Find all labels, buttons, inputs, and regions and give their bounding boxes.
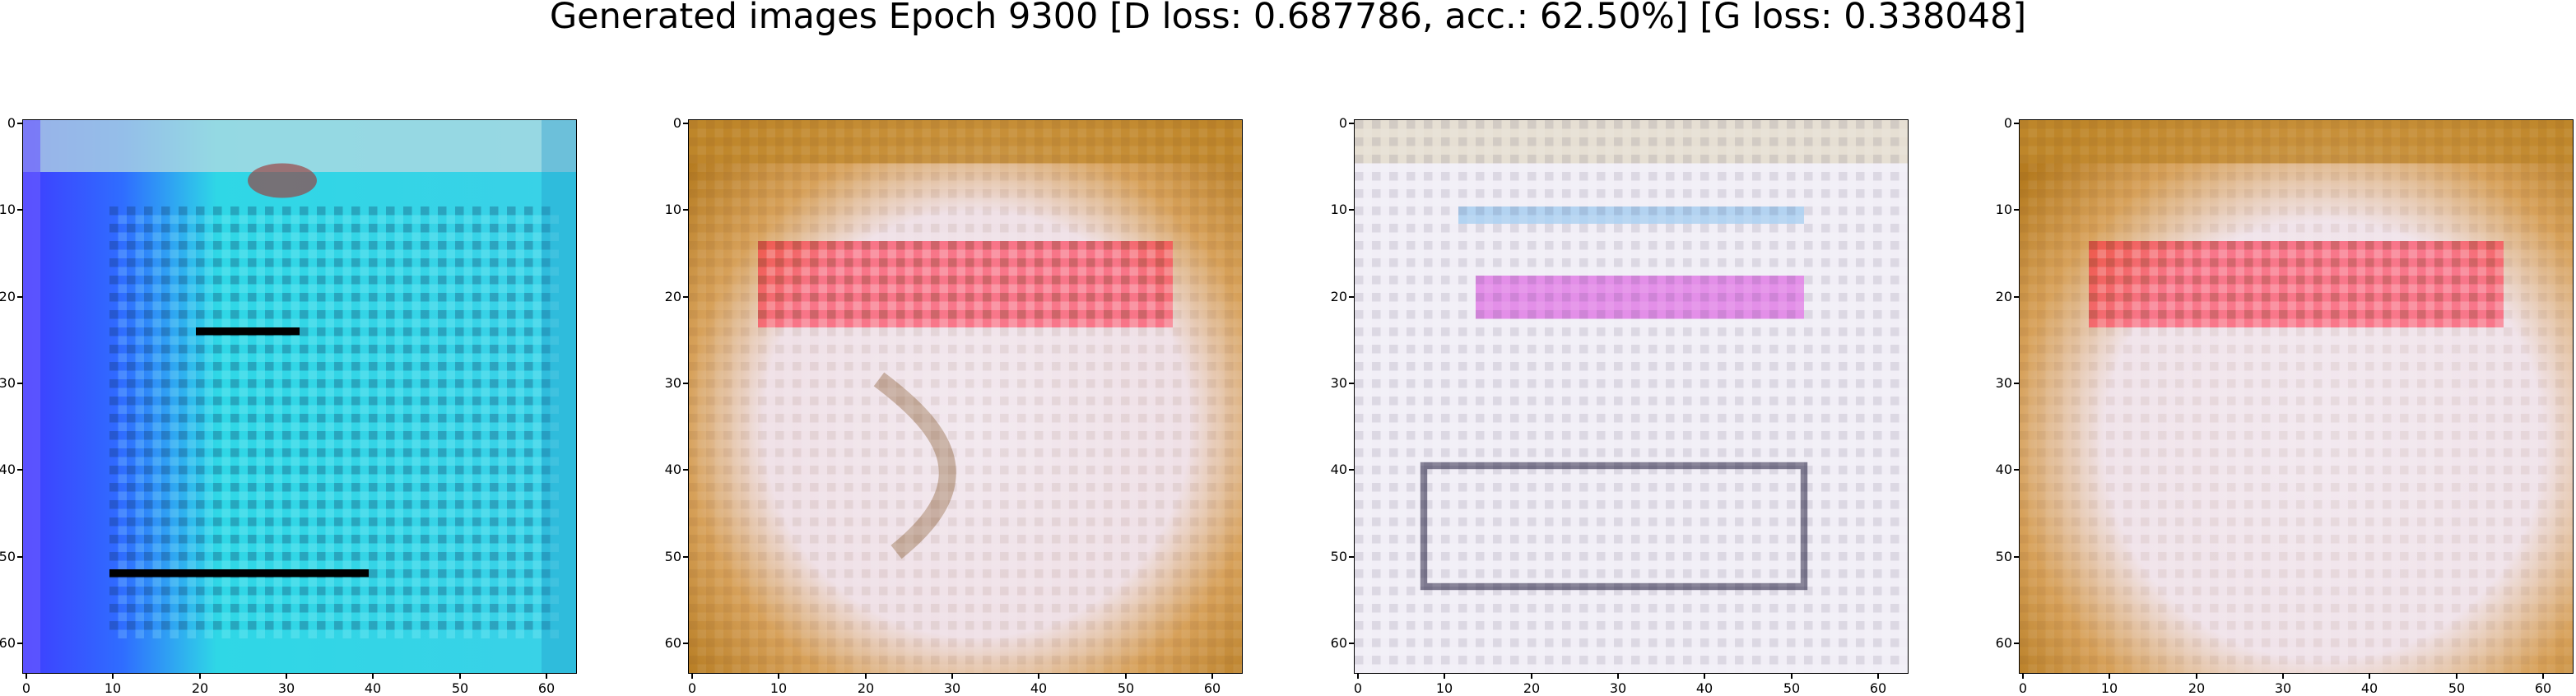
panel-2: 0 10 20 30 40 50 60 0 10 20 30 40 50 60 xyxy=(665,117,1243,695)
y-tick-label: 60 xyxy=(1988,637,2019,650)
x-tick-label: 30 xyxy=(936,674,969,695)
y-tick-label: 0 xyxy=(1988,117,2019,130)
generated-image-3 xyxy=(1354,119,1909,674)
x-tick-label: 20 xyxy=(1515,674,1548,695)
x-tick-label: 50 xyxy=(2440,674,2473,695)
y-tick-label: 20 xyxy=(0,290,22,304)
x-tick-label: 30 xyxy=(1602,674,1634,695)
y-tick-label: 40 xyxy=(1323,463,1354,476)
x-tick-label: 0 xyxy=(10,674,43,695)
y-tick-label: 50 xyxy=(1988,550,2019,564)
generated-image-1 xyxy=(22,119,577,674)
x-tick-label: 40 xyxy=(2353,674,2386,695)
x-tick-label: 50 xyxy=(444,674,477,695)
x-tick-label: 50 xyxy=(1775,674,1808,695)
y-tick-label: 0 xyxy=(657,117,688,130)
x-tick-label: 10 xyxy=(762,674,795,695)
y-tick-label: 50 xyxy=(0,550,22,564)
y-tick-label: 60 xyxy=(657,637,688,650)
y-tick-label: 20 xyxy=(1988,290,2019,304)
y-tick-label: 30 xyxy=(1323,377,1354,390)
y-tick-label: 60 xyxy=(0,637,22,650)
x-tick-label: 40 xyxy=(356,674,389,695)
y-tick-label: 50 xyxy=(1323,550,1354,564)
y-tick-label: 30 xyxy=(657,377,688,390)
y-tick-label: 0 xyxy=(0,117,22,130)
panel-4: 0 10 20 30 40 50 60 0 10 20 30 40 50 60 xyxy=(1996,117,2574,695)
x-tick-label: 30 xyxy=(270,674,303,695)
x-tick-label: 40 xyxy=(1688,674,1721,695)
y-tick-label: 20 xyxy=(657,290,688,304)
x-tick-label: 60 xyxy=(2527,674,2560,695)
y-tick-label: 50 xyxy=(657,550,688,564)
panel-3: 0 10 20 30 40 50 60 0 10 20 30 40 50 60 xyxy=(1331,117,1909,695)
y-tick-label: 10 xyxy=(0,203,22,216)
y-tick-label: 10 xyxy=(657,203,688,216)
x-tick-label: 30 xyxy=(2267,674,2299,695)
x-tick-label: 10 xyxy=(96,674,129,695)
figure-title: Generated images Epoch 9300 [D loss: 0.6… xyxy=(549,0,2027,37)
y-tick-label: 0 xyxy=(1323,117,1354,130)
x-tick-label: 50 xyxy=(1109,674,1142,695)
x-tick-label: 60 xyxy=(530,674,563,695)
y-tick-label: 10 xyxy=(1323,203,1354,216)
x-tick-label: 40 xyxy=(1022,674,1055,695)
y-tick-label: 40 xyxy=(1988,463,2019,476)
generated-image-2 xyxy=(688,119,1243,674)
x-tick-label: 60 xyxy=(1196,674,1229,695)
x-tick-label: 0 xyxy=(1341,674,1374,695)
panel-1: 0 10 20 30 40 50 60 0 10 20 30 40 50 60 xyxy=(0,117,577,695)
x-tick-label: 0 xyxy=(2006,674,2039,695)
y-tick-label: 40 xyxy=(0,463,22,476)
x-tick-label: 20 xyxy=(184,674,216,695)
y-tick-label: 60 xyxy=(1323,637,1354,650)
y-tick-label: 30 xyxy=(0,377,22,390)
y-tick-label: 20 xyxy=(1323,290,1354,304)
y-tick-label: 40 xyxy=(657,463,688,476)
y-tick-label: 10 xyxy=(1988,203,2019,216)
x-tick-label: 20 xyxy=(2180,674,2213,695)
x-tick-label: 0 xyxy=(676,674,709,695)
y-tick-label: 30 xyxy=(1988,377,2019,390)
x-tick-label: 60 xyxy=(1862,674,1895,695)
generated-image-4 xyxy=(2019,119,2574,674)
x-tick-label: 20 xyxy=(849,674,882,695)
x-tick-label: 10 xyxy=(1428,674,1461,695)
x-tick-label: 10 xyxy=(2093,674,2126,695)
